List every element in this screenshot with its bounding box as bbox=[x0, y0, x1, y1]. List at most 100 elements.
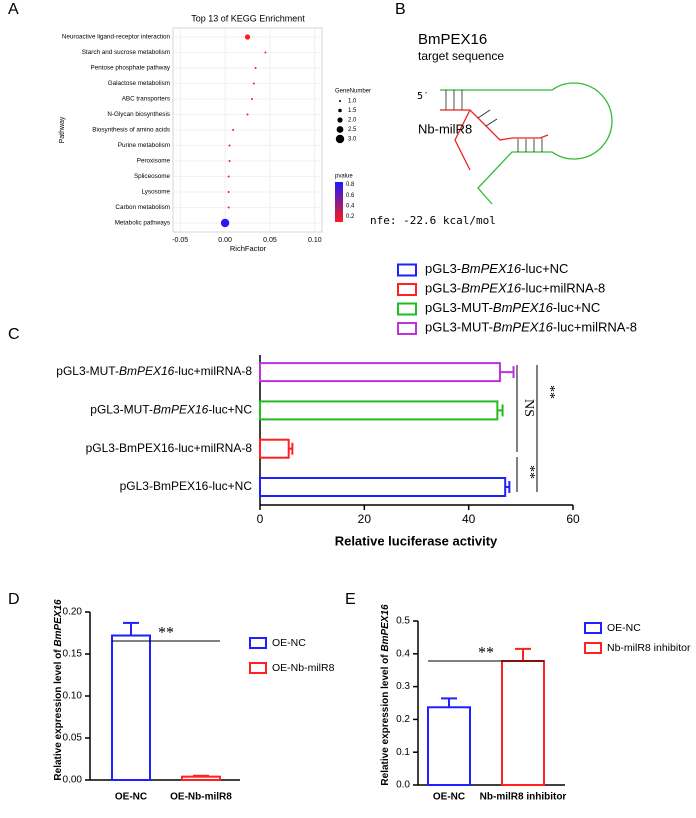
y-axis-label: Pathway bbox=[59, 116, 66, 143]
mirna-name: Nb-milR8 bbox=[418, 121, 472, 136]
legend-dot bbox=[336, 126, 344, 133]
point bbox=[264, 51, 267, 54]
y-tick-label: Carbon metabolism bbox=[115, 204, 170, 211]
legend-label: 2.5 bbox=[348, 127, 357, 133]
y-tick-label: 0.05 bbox=[63, 733, 83, 744]
panel-letter: A bbox=[8, 1, 19, 18]
colorbar-label: 0.2 bbox=[346, 214, 355, 220]
x-axis-label: Relative luciferase activity bbox=[335, 533, 498, 548]
annotation: ** bbox=[158, 625, 174, 642]
y-tick-label: 0.5 bbox=[396, 616, 410, 627]
legend-swatch bbox=[249, 662, 267, 674]
y-tick-label: Peroxisome bbox=[137, 158, 171, 165]
x-axis-label: RichFactor bbox=[230, 244, 267, 253]
chart-title: Top 13 of KEGG Enrichment bbox=[191, 13, 305, 23]
bar bbox=[259, 362, 501, 383]
colorbar-label: 0.8 bbox=[346, 182, 355, 188]
y-tick-label: Purine metabolism bbox=[118, 142, 170, 149]
y-tick-label: Starch and sucrose metabolism bbox=[82, 49, 170, 56]
y-tick-label: 0.1 bbox=[396, 747, 410, 758]
bar bbox=[259, 477, 507, 497]
legend-title: pvalue bbox=[335, 174, 353, 180]
bar bbox=[259, 400, 499, 421]
x-tick-label: Nb-milR8 inhibitor bbox=[480, 792, 567, 803]
panel-letter: B bbox=[395, 1, 406, 18]
y-tick-label: pGL3-BmPEX16-luc+milRNA-8 bbox=[86, 441, 253, 455]
colorbar bbox=[335, 182, 343, 222]
y-tick-label: 0.15 bbox=[63, 649, 83, 660]
y-tick-label: 0.20 bbox=[63, 607, 83, 618]
legend-title: GeneNumber bbox=[335, 89, 371, 95]
legend-label: Nb-milR8 inhibitor bbox=[607, 642, 691, 654]
legend-dot bbox=[338, 108, 342, 113]
legend-label: OE-NC bbox=[607, 622, 641, 634]
legend-label: pGL3-BmPEX16-luc+NC bbox=[425, 261, 568, 276]
x-tick-label: 0.05 bbox=[263, 237, 277, 244]
point bbox=[227, 206, 230, 209]
colorbar-label: 0.6 bbox=[346, 193, 355, 199]
annotation: ** bbox=[478, 645, 494, 662]
panel-letter: E bbox=[345, 591, 356, 608]
x-tick-label: 0.00 bbox=[218, 237, 232, 244]
x-tick-label: OE-NC bbox=[433, 792, 465, 803]
x-tick-label: 40 bbox=[462, 512, 476, 526]
legend-swatch bbox=[584, 642, 602, 654]
bar bbox=[427, 706, 471, 786]
point bbox=[244, 34, 251, 40]
bar bbox=[111, 634, 151, 782]
y-tick-label: Pentose phosphate pathway bbox=[91, 65, 171, 72]
y-tick-label: Metabolic pathways bbox=[115, 220, 170, 227]
y-tick-label: Biosynthesis of amino acids bbox=[92, 127, 170, 134]
x-tick-label: 60 bbox=[566, 512, 580, 526]
target-label: target sequence bbox=[418, 49, 504, 63]
y-tick-label: pGL3-MUT-BmPEX16-luc+NC bbox=[90, 403, 252, 417]
y-tick-label: N-Glycan biosynthesis bbox=[107, 111, 170, 118]
point bbox=[246, 113, 249, 116]
colorbar-label: 0.4 bbox=[346, 204, 355, 210]
y-axis-label: Relative expression level of BmPEX16 bbox=[53, 599, 64, 781]
annotation: ** bbox=[522, 465, 537, 479]
legend-label: pGL3-MUT-BmPEX16-luc+milRNA-8 bbox=[425, 320, 637, 335]
y-tick-label: Neuroactive ligand-receptor interaction bbox=[62, 34, 171, 41]
bar bbox=[501, 660, 545, 786]
legend-label: 3.0 bbox=[348, 137, 357, 143]
y-tick-label: 0.3 bbox=[396, 681, 410, 692]
y-tick-label: pGL3-MUT-BmPEX16-luc+milRNA-8 bbox=[56, 364, 252, 378]
x-tick-label: OE-NC bbox=[115, 792, 147, 803]
x-tick-label: -0.05 bbox=[172, 237, 188, 244]
five-prime: 5′ bbox=[417, 91, 429, 102]
point bbox=[250, 98, 253, 100]
target-name: BmPEX16 bbox=[418, 31, 487, 48]
annotation: ** bbox=[542, 385, 557, 399]
y-tick-label: Lysosome bbox=[142, 189, 171, 196]
panel-letter: C bbox=[8, 326, 20, 343]
mfe-label: nfe: -22.6 kcal/mol bbox=[370, 214, 496, 227]
bar bbox=[181, 775, 221, 782]
y-tick-label: pGL3-BmPEX16-luc+NC bbox=[120, 479, 253, 493]
legend-swatch bbox=[584, 622, 602, 634]
y-tick-label: 0.10 bbox=[63, 691, 83, 702]
legend-label: pGL3-BmPEX16-luc+milRNA-8 bbox=[425, 281, 605, 296]
point bbox=[252, 82, 255, 85]
point bbox=[232, 129, 235, 131]
legend-label: pGL3-MUT-BmPEX16-luc+NC bbox=[425, 300, 600, 315]
y-axis-label: Relative expression level of BmPEX16 bbox=[380, 604, 391, 786]
bar bbox=[259, 438, 290, 459]
legend-label: 1.5 bbox=[348, 108, 357, 114]
y-tick-label: ABC transporters bbox=[122, 96, 170, 103]
legend-swatch bbox=[397, 263, 417, 277]
point bbox=[220, 218, 230, 228]
y-tick-label: Spliceosome bbox=[134, 173, 171, 180]
legend-swatch bbox=[397, 283, 417, 296]
rna-structure bbox=[440, 82, 613, 205]
x-tick-label: 0 bbox=[257, 512, 264, 526]
x-tick-label: 20 bbox=[358, 512, 372, 526]
legend-swatch bbox=[249, 637, 267, 649]
y-tick-label: 0.2 bbox=[396, 714, 410, 725]
point bbox=[227, 175, 230, 178]
y-tick-label: Galactose metabolism bbox=[108, 80, 170, 87]
legend-label: OE-NC bbox=[272, 637, 306, 649]
point bbox=[228, 160, 231, 162]
legend-dot bbox=[337, 117, 343, 123]
